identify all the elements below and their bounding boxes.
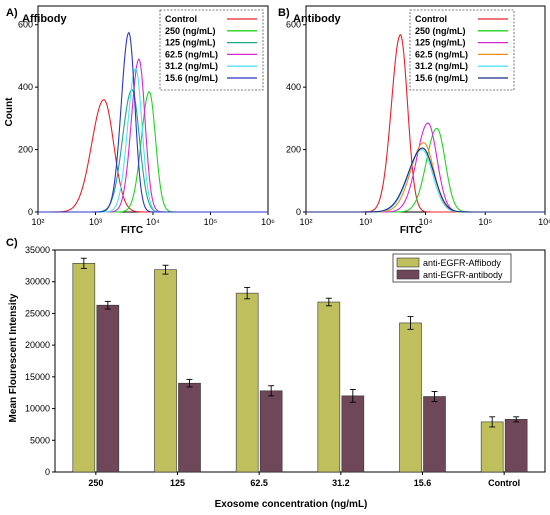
- y-axis-label-a: Count: [4, 97, 15, 127]
- series-line: [306, 149, 545, 213]
- legend-swatch: [396, 269, 420, 280]
- y-tick-label: 30000: [25, 277, 50, 287]
- panel-title-antibody: Antibody: [293, 13, 342, 25]
- legend-entry-label: anti-EGFR-Affibody: [423, 258, 501, 268]
- legend-a: Control 250 (ng/mL) 125 (ng/mL)62.5 (ng/mL…: [159, 9, 264, 91]
- y-tick-label: 600: [286, 20, 301, 30]
- y-tick-label: 10000: [25, 404, 50, 414]
- x-axis-label-a: FITC: [121, 225, 143, 236]
- bar: [235, 292, 259, 473]
- y-tick-label: 600: [18, 20, 33, 30]
- plot-frame: [54, 249, 546, 473]
- y-tick-label: 0: [296, 207, 301, 217]
- x-tick-label: 10⁶: [538, 217, 550, 227]
- legend-entry-label: 62.5 (ng/mL): [165, 49, 218, 59]
- x-axis-label-c: Exosome concentration (ng/mL): [215, 499, 368, 510]
- panel-label-c: C): [6, 237, 18, 249]
- legend-entry-label: 15.6 (ng/mL): [415, 73, 468, 83]
- x-tick-label: 10⁵: [204, 217, 218, 227]
- panel-label-a: A): [6, 7, 18, 19]
- x-tick-label: 10⁴: [146, 217, 160, 227]
- y-tick-label: 400: [286, 82, 301, 92]
- series-line: [306, 127, 545, 213]
- bar: [96, 304, 120, 473]
- bar: [154, 269, 177, 473]
- x-tick-label: Control: [488, 478, 520, 488]
- bar: [504, 419, 528, 473]
- x-tick-label: 10⁶: [261, 217, 275, 227]
- panel-label-b: B): [278, 7, 290, 19]
- y-tick-label: 15000: [25, 372, 50, 382]
- bar: [480, 421, 504, 473]
- x-tick-label: 62.5: [250, 478, 268, 488]
- series-line: [306, 147, 545, 213]
- x-tick-label: 10³: [359, 217, 372, 227]
- bar: [178, 382, 201, 473]
- y-tick-label: 400: [18, 82, 33, 92]
- legend-entry-label: Control: [165, 14, 197, 24]
- y-tick-label: 200: [18, 145, 33, 155]
- legend-entry-label: Control: [415, 14, 447, 24]
- legend-entry-label: 31.2 (ng/mL): [415, 61, 468, 71]
- bar: [72, 263, 96, 473]
- legend-b: Control 250 (ng/mL) 125 (ng/mL)62.5 (ng/mL…: [409, 9, 515, 91]
- series-line: [38, 31, 268, 213]
- legend-entry-label: anti-EGFR-antibody: [423, 270, 503, 280]
- y-tick-label: 5000: [30, 435, 50, 445]
- x-tick-label: 10²: [31, 217, 44, 227]
- legend-entry-label: 31.2 (ng/mL): [165, 61, 218, 71]
- legend-entry-label: 15.6 (ng/mL): [165, 73, 218, 83]
- bar: [259, 390, 283, 473]
- x-tick-label: 15.6: [414, 478, 432, 488]
- y-tick-label: 0: [45, 467, 50, 477]
- legend-frame: [409, 9, 515, 91]
- y-tick-label: 25000: [25, 308, 50, 318]
- legend-entry-label: 125 (ng/mL): [415, 38, 466, 48]
- bar: [317, 301, 341, 473]
- x-tick-label: 10²: [299, 217, 312, 227]
- x-tick-label: 31.2: [332, 478, 350, 488]
- y-tick-label: 20000: [25, 340, 50, 350]
- x-axis-label-b: FITC: [400, 225, 422, 236]
- y-tick-label: 0: [28, 207, 33, 217]
- legend-entry-label: 62.5 (ng/mL): [415, 49, 468, 59]
- legend-entry-label: 125 (ng/mL): [165, 38, 216, 48]
- legend-c: anti-EGFR-Affibody anti-EGFR-antibody: [392, 253, 512, 283]
- bar: [423, 396, 446, 473]
- x-tick-label: 250: [88, 478, 103, 488]
- legend-frame: [159, 9, 264, 91]
- legend-swatch: [396, 257, 420, 268]
- y-tick-label: 200: [286, 145, 301, 155]
- histogram-panel-affibody: A) Affibody FITC Count Control 250 (ng/mL…: [4, 5, 275, 236]
- y-axis-label-c: Mean Flourescent Intensity: [8, 293, 19, 422]
- y-tick-label: 35000: [25, 245, 50, 255]
- legend-entry-label: 250 (ng/mL): [415, 26, 466, 36]
- x-tick-label: 10⁵: [478, 217, 492, 227]
- x-tick-label: 125: [170, 478, 185, 488]
- histogram-panel-antibody: B) Antibody FITC Control 250 (ng/mL) 125 (…: [278, 5, 550, 236]
- x-tick-label: 10⁴: [419, 217, 433, 227]
- bar: [399, 322, 422, 473]
- x-tick-label: 10³: [89, 217, 102, 227]
- legend-entry-label: 250 (ng/mL): [165, 26, 216, 36]
- bar: [341, 395, 365, 473]
- bar-chart-panel: C) Exosome concentration (ng/mL) Mean Fl…: [6, 237, 546, 510]
- series-line: [38, 91, 268, 213]
- panel-title-affibody: Affibody: [22, 13, 67, 25]
